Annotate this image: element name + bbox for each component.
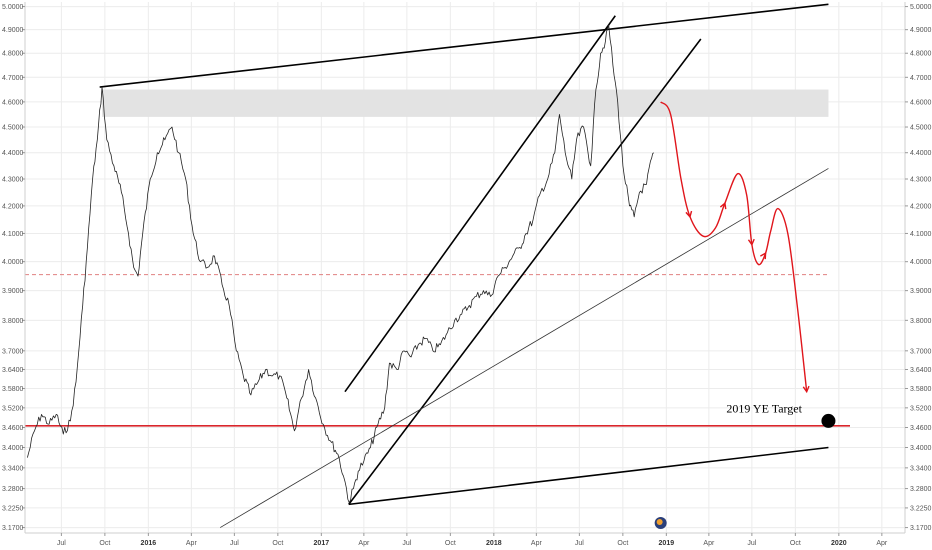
y-tick-label: 3.7000 [2, 348, 24, 355]
projection-arrowhead [760, 251, 767, 260]
x-tick-label: 2017 [314, 540, 330, 547]
x-tick-label: Oct [445, 540, 456, 547]
y-tick-label: 3.5800 [910, 386, 932, 393]
y-tick-label: 3.4000 [2, 445, 24, 452]
x-tick-label: Jul [402, 540, 411, 547]
y-tick-label: 3.6400 [910, 367, 932, 374]
projection-path [660, 101, 808, 392]
y-tick-label: 4.8000 [910, 51, 932, 58]
trendline [348, 446, 829, 506]
y-tick-label: 3.5800 [2, 386, 24, 393]
x-tick-label: Apr [531, 540, 543, 547]
x-tick-label: Apr [358, 540, 370, 547]
logo-accent [656, 519, 663, 525]
projection-arrowhead [802, 385, 810, 394]
y-axis-left: 5.0000 4.9000 4.8000 4.7000 4.6000 4.5000 4.40… [2, 2, 26, 533]
x-tick-label: Jul [575, 540, 584, 547]
trendline [344, 15, 616, 393]
y-axis-right: 5.0000 4.9000 4.8000 4.7000 4.6000 4.5000 4.40… [904, 2, 932, 533]
y-tick-label: 3.3400 [2, 465, 24, 472]
y-tick-label: 4.3000 [910, 177, 932, 184]
x-tick-label: Jul [57, 540, 66, 547]
y-tick-label: 4.0000 [910, 259, 932, 266]
price-line [27, 24, 654, 503]
y-tick-label: 3.5200 [910, 405, 932, 412]
y-tick-label: 3.9000 [910, 288, 932, 295]
y-tick-label: 3.6400 [2, 367, 24, 374]
y-tick-label: 3.5200 [2, 405, 24, 412]
y-tick-label: 3.2800 [910, 486, 932, 493]
y-tick-label: 4.3000 [2, 177, 24, 184]
x-tick-label: Jul [230, 540, 239, 547]
y-tick-label: 3.4600 [910, 425, 932, 432]
y-tick-label: 3.2250 [910, 505, 932, 512]
y-tick-label: 4.8000 [2, 51, 24, 58]
logo [654, 517, 667, 529]
x-tick-label: Jul [747, 540, 756, 547]
x-tick-label: 2019 [659, 540, 675, 547]
y-tick-label: 5.0000 [910, 4, 932, 11]
x-tick-label: 2016 [141, 540, 157, 547]
y-tick-label: 3.1700 [2, 525, 24, 532]
y-tick-label: 4.7000 [910, 75, 932, 82]
y-tick-label: 3.2250 [2, 505, 24, 512]
projection-path-layer [660, 101, 810, 394]
x-tick-label: Oct [272, 540, 283, 547]
x-tick-label: Oct [617, 540, 628, 547]
resistance-zone [102, 89, 829, 117]
y-tick-label: 4.7000 [2, 75, 24, 82]
x-tick-label: Oct [99, 540, 110, 547]
y-tick-label: 4.2000 [2, 203, 24, 210]
projection-arrowhead [719, 201, 727, 210]
price-series-layer [27, 24, 654, 503]
target-annotation-label: 2019 YE Target [726, 402, 802, 416]
y-tick-label: 4.5000 [910, 125, 932, 132]
y-tick-label: 3.4000 [910, 445, 932, 452]
y-tick-label: 4.6000 [2, 99, 24, 106]
y-tick-label: 4.1000 [2, 231, 24, 238]
y-tick-label: 4.6000 [910, 99, 932, 106]
trendlines [99, 3, 829, 528]
y-tick-label: 3.8000 [2, 318, 24, 325]
y-tick-label: 3.1700 [910, 525, 932, 532]
x-tick-label: Oct [790, 540, 801, 547]
y-tick-label: 3.2800 [2, 486, 24, 493]
annotations-layer: 2019 YE Target [726, 402, 836, 428]
y-tick-label: 4.0000 [2, 259, 24, 266]
y-tick-label: 5.0000 [2, 4, 24, 11]
y-tick-label: 4.2000 [910, 203, 932, 210]
trendline [348, 38, 702, 505]
x-tick-label: 2020 [831, 540, 847, 547]
resistance-zone-layer [102, 89, 829, 117]
y-tick-label: 3.9000 [2, 288, 24, 295]
y-tick-label: 4.5000 [2, 125, 24, 132]
y-tick-label: 3.3400 [910, 465, 932, 472]
y-tick-label: 3.8000 [910, 318, 932, 325]
x-tick-label: Apr [186, 540, 198, 547]
y-tick-label: 3.4600 [2, 425, 24, 432]
x-tick-label: Apr [876, 540, 888, 547]
y-tick-label: 4.9000 [910, 27, 932, 34]
y-tick-label: 4.4000 [910, 150, 932, 157]
trendline [219, 168, 829, 528]
trendline [99, 3, 829, 88]
x-axis: Jul Oct 2016 Apr Jul Oct 2017 Apr Jul Oct 2018 Apr J… [25, 532, 905, 547]
y-tick-label: 4.1000 [910, 231, 932, 238]
y-tick-label: 4.4000 [2, 150, 24, 157]
y-tick-label: 3.7000 [910, 348, 932, 355]
x-tick-label: Apr [703, 540, 715, 547]
horizontal-levels [25, 274, 850, 427]
projection-arrowhead [685, 210, 693, 219]
target-marker-dot [821, 413, 836, 428]
x-tick-label: 2018 [486, 540, 502, 547]
y-tick-label: 4.9000 [2, 27, 24, 34]
projection-arrowhead [747, 238, 755, 247]
